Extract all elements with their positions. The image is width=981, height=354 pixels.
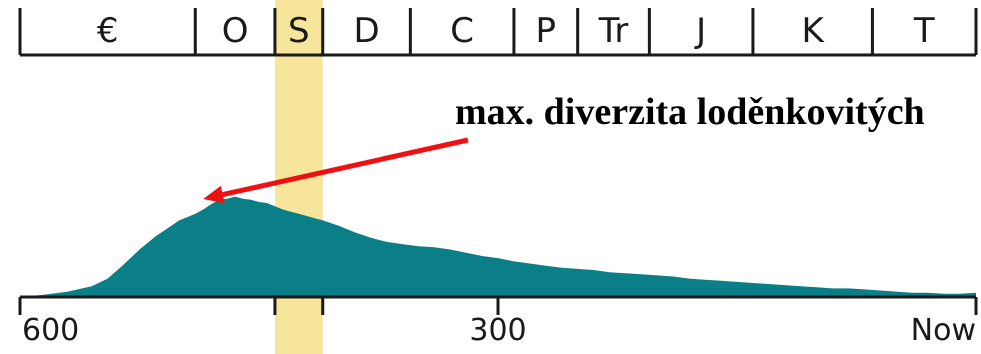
period-label-0: € — [97, 11, 119, 51]
period-label-3: D — [353, 11, 379, 51]
x-axis-tick-labels: 600 300 Now — [22, 313, 976, 348]
period-label-2: S — [288, 11, 310, 51]
period-label-5: P — [536, 11, 557, 51]
period-label-4: C — [450, 11, 474, 51]
diversity-area — [20, 196, 976, 297]
annotation-arrow — [222, 137, 469, 198]
period-label-1: O — [222, 11, 249, 51]
x-tick-label-2: Now — [911, 313, 976, 348]
period-label-8: K — [802, 11, 826, 51]
period-label-6: Tr — [598, 11, 629, 51]
annotation-arrow-head — [203, 185, 225, 204]
period-label-9: T — [913, 11, 935, 51]
period-label-7: J — [694, 11, 706, 51]
x-axis-ticks — [18, 297, 978, 315]
annotation-label: max. diverzita loděnkovitých — [455, 91, 925, 133]
x-tick-label-1: 300 — [469, 313, 526, 348]
x-tick-label-0: 600 — [22, 313, 79, 348]
period-header: € O S D C P Tr J K T — [18, 8, 978, 57]
